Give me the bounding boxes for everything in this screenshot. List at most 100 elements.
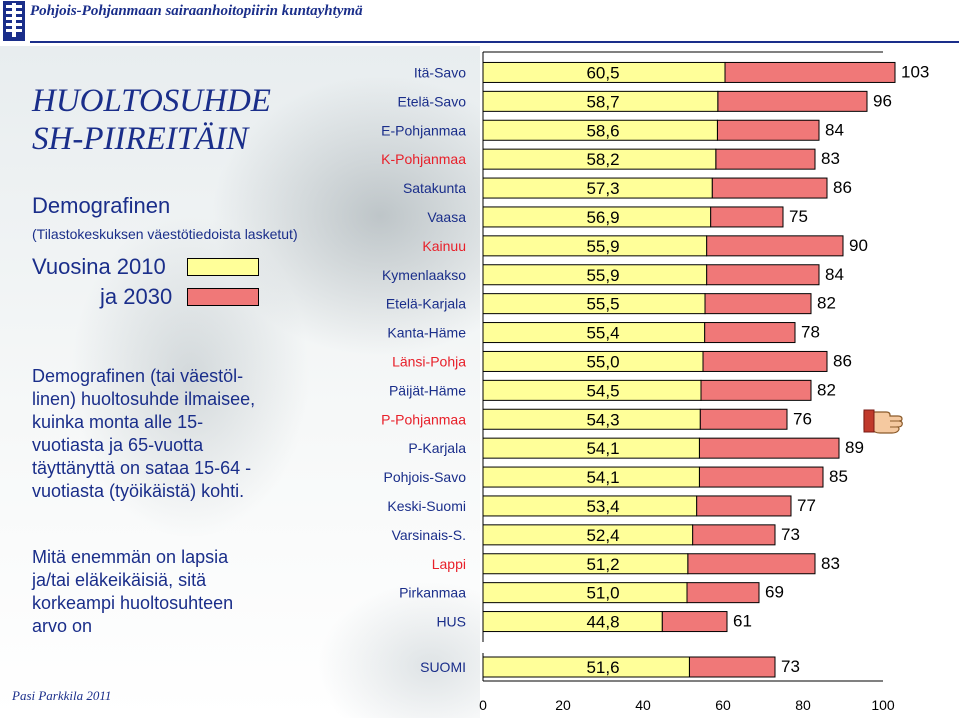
bar-2010 — [482, 235, 708, 257]
bar-2030 — [706, 264, 820, 286]
bar-2010 — [482, 90, 719, 112]
data-label-2010: 58,6 — [586, 121, 619, 140]
slide-title: HUOLTOSUHDE SH-PIIREITÄIN — [32, 82, 271, 158]
data-label-2030: 96 — [873, 91, 892, 110]
header-divider — [30, 41, 959, 43]
bar-2010 — [482, 61, 726, 83]
bar-2010 — [482, 437, 700, 459]
pointing-hand-icon — [863, 409, 903, 434]
data-label-2030: 82 — [817, 380, 836, 399]
category-label: Itä-Savo — [414, 64, 466, 80]
bar-2030 — [698, 466, 824, 488]
bar-2010 — [482, 495, 698, 517]
category-label: Kymenlaakso — [382, 267, 466, 283]
legend-swatch-2030 — [187, 288, 259, 306]
slide-title-line-2: SH-PIIREITÄIN — [32, 121, 249, 157]
category-label: Varsinais-S. — [392, 527, 466, 543]
slide-subtitle: Demografinen — [32, 193, 171, 218]
category-label: Keski-Suomi — [387, 498, 466, 514]
data-label-2010: 55,5 — [586, 295, 619, 314]
data-label-2030: 75 — [789, 207, 808, 226]
data-label-2010: 54,1 — [586, 439, 619, 458]
bar-2030 — [716, 119, 820, 141]
data-label-2030: 89 — [845, 438, 864, 457]
bar-2010 — [482, 177, 713, 199]
data-label-2030: 83 — [821, 554, 840, 573]
bar-2010 — [482, 466, 700, 488]
data-label-2010: 54,1 — [586, 468, 619, 487]
bar-2030 — [692, 524, 776, 546]
bar-2030 — [688, 656, 776, 678]
data-label-2010: 54,5 — [586, 381, 619, 400]
data-label-2030: 77 — [797, 496, 816, 515]
bar-2030 — [710, 206, 784, 228]
data-label-2030: 61 — [733, 612, 752, 631]
bar-2030 — [699, 408, 788, 430]
data-label-2010: 56,9 — [586, 208, 619, 227]
bar-2010 — [482, 119, 718, 141]
category-label: P-Karjala — [408, 440, 466, 456]
data-label-2030: 84 — [825, 120, 844, 139]
category-label: Vaasa — [427, 209, 466, 225]
bar-2010 — [482, 206, 712, 228]
data-label-2010: 60,5 — [586, 63, 619, 82]
bar-2030 — [696, 495, 792, 517]
bar-2030 — [715, 148, 816, 170]
data-label-2010: 57,3 — [586, 179, 619, 198]
legend-swatch-2010 — [187, 258, 259, 276]
x-tick-label: 60 — [715, 697, 731, 713]
bar-2030 — [687, 553, 816, 575]
data-label-2030: 90 — [849, 236, 868, 255]
bar-2030 — [702, 350, 828, 372]
data-label-2010: 54,3 — [586, 410, 619, 429]
data-label-2030: 76 — [793, 409, 812, 428]
bar-2030 — [698, 437, 840, 459]
x-tick-label: 100 — [871, 697, 895, 713]
data-label-2010: 58,7 — [586, 92, 619, 111]
data-label-2010: 51,2 — [586, 555, 619, 574]
data-label-2010: 55,4 — [586, 324, 619, 343]
bar-2030 — [686, 582, 760, 604]
category-label: Etelä-Savo — [398, 93, 467, 109]
data-label-2010: 55,9 — [586, 266, 619, 285]
category-label: E-Pohjanmaa — [381, 122, 466, 138]
category-label: Etelä-Karjala — [386, 296, 466, 312]
data-label-2030: 69 — [765, 583, 784, 602]
data-label-2030: 86 — [833, 178, 852, 197]
organization-title: Pohjois-Pohjanmaan sairaanhoitopiirin ku… — [30, 3, 363, 19]
data-label-2030: 103 — [901, 62, 929, 81]
bar-2010 — [482, 611, 663, 633]
bar-2030 — [661, 611, 728, 633]
bar-2010 — [482, 350, 704, 372]
data-label-2030: 73 — [781, 525, 800, 544]
category-label: Pirkanmaa — [399, 585, 466, 601]
data-label-2010: 44,8 — [586, 613, 619, 632]
definition-text: Demografinen (tai väestöl- linen) huolto… — [32, 366, 256, 501]
bar-2010 — [482, 582, 688, 604]
data-label-2030: 86 — [833, 351, 852, 370]
category-label: K-Pohjanmaa — [381, 151, 466, 167]
bar-2030 — [704, 322, 796, 344]
bar-2030 — [706, 235, 844, 257]
category-label: SUOMI — [420, 659, 466, 675]
slide-title-line-1: HUOLTOSUHDE — [32, 83, 271, 119]
bar-2030 — [724, 61, 896, 83]
category-label: HUS — [436, 614, 466, 630]
legend-label-2010: Vuosina 2010 — [32, 254, 166, 279]
category-label: Pohjois-Savo — [384, 469, 467, 485]
data-label-2030: 85 — [829, 467, 848, 486]
category-label: P-Pohjanmaa — [381, 411, 466, 427]
bar-2010 — [482, 379, 702, 401]
data-label-2010: 53,4 — [586, 497, 619, 516]
data-label-2030: 82 — [817, 294, 836, 313]
category-label: Lappi — [432, 556, 466, 572]
data-label-2030: 73 — [781, 657, 800, 676]
source-note: (Tilastokeskuksen väestötiedoista lasket… — [32, 226, 298, 242]
x-tick-label: 80 — [795, 697, 811, 713]
data-label-2010: 51,0 — [586, 584, 619, 603]
x-tick-label: 40 — [635, 697, 651, 713]
category-label: Länsi-Pohja — [392, 353, 466, 369]
bar-2030 — [704, 293, 812, 315]
bar-2010 — [482, 656, 690, 678]
